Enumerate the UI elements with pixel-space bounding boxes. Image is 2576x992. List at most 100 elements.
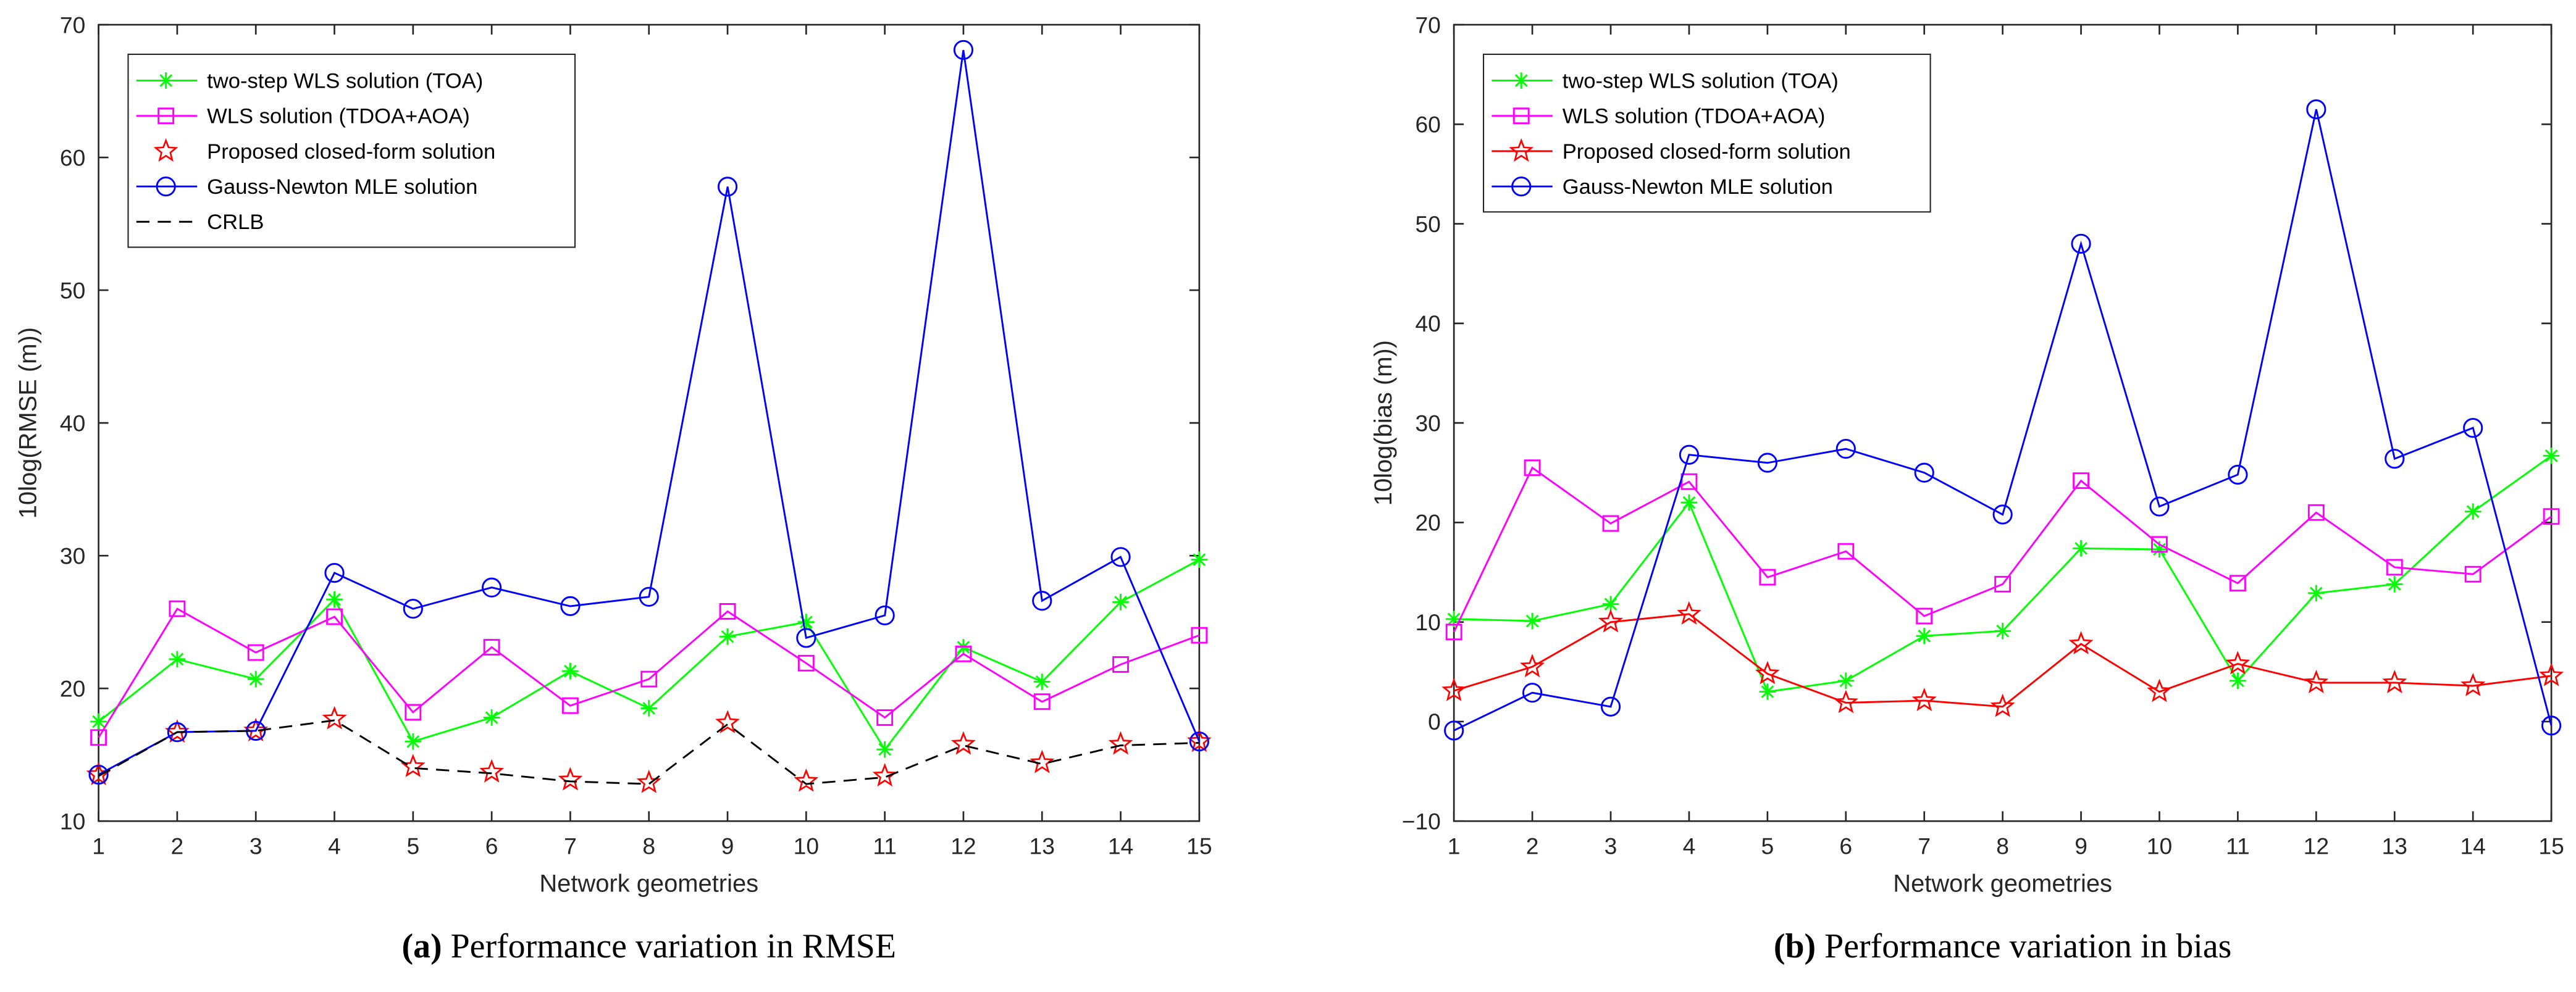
x-tick-label: 12 [2304,833,2329,859]
asterisk-marker [564,664,577,678]
x-tick-label: 13 [2382,833,2407,859]
legend-label: CRLB [207,210,264,234]
star-marker [1509,138,1534,162]
y-tick-label: 60 [60,144,85,170]
square-marker [2543,508,2560,525]
x-tick-label: 4 [1683,833,1696,859]
y-tick-label: 10 [1415,609,1440,635]
x-tick-label: 2 [1526,833,1539,859]
star-marker [2382,669,2407,694]
asterisk-marker [1839,674,1853,688]
square-marker [1759,569,1776,586]
square-marker [1602,515,1619,532]
x-tick-label: 6 [485,833,498,859]
star-marker [794,768,819,792]
square-marker [326,608,343,625]
star-marker [1990,693,2015,717]
asterisk-marker [2309,586,2323,600]
series-4 [98,719,1199,785]
asterisk-marker [721,630,734,643]
legend-item: Proposed closed-form solution [1491,138,1851,164]
circle-marker [167,722,188,743]
asterisk-marker [1918,629,1931,643]
legend-item: WLS solution (TDOA+AOA) [1491,105,1825,128]
chart-bias: 1 2 3 4 5 6 7 8 9 10 11 12 13 14 15−10010203040506070N… [1370,12,2564,965]
circle-marker [88,764,109,785]
x-tick-label: 11 [873,833,897,859]
x-tick-label: 5 [1761,833,1774,859]
circle-marker [1522,683,1543,703]
series-line [1453,109,2553,731]
circle-marker [1032,591,1052,611]
circle-marker [1992,504,2013,525]
square-marker [2307,504,2325,521]
asterisk-marker [878,743,891,756]
star-marker [479,759,505,783]
asterisk-marker [92,715,105,728]
y-tick-label: 0 [1428,709,1441,735]
y-tick-label: 20 [60,675,85,701]
star-marker [1030,749,1055,773]
circle-marker [2228,464,2248,485]
square-marker [1994,575,2012,593]
square-marker [876,709,894,726]
y-tick-label: 30 [60,543,85,569]
legend-item: Gauss-Newton MLE solution [136,175,477,199]
x-tick-label: 1 [92,833,105,859]
square-marker [2073,472,2089,490]
square-marker [1524,459,1541,477]
asterisk-marker [2388,578,2401,591]
square-marker [955,645,972,662]
legend-item: CRLB [136,210,264,234]
square-marker [483,639,500,656]
legend-item: Proposed closed-form solution [153,138,495,164]
asterisk-marker [2231,674,2244,688]
legend-label: Gauss-Newton MLE solution [207,175,477,199]
x-tick-label: 3 [1605,833,1617,859]
x-axis-label: Network geometries [1893,870,2112,898]
x-tick-label: 15 [2538,833,2564,859]
star-marker [1441,677,1467,701]
square-marker [1916,607,1933,625]
asterisk-marker [1996,624,2009,638]
x-tick-label: 11 [2226,833,2250,859]
circle-marker [2385,449,2405,469]
legend-label: WLS solution (TDOA+AOA) [207,105,470,128]
circle-marker [796,628,816,648]
asterisk-marker [1447,612,1461,626]
circle-marker [156,176,176,197]
star-marker [2539,662,2564,686]
legend: two-step WLS solution (TOA) WLS solution … [1482,53,1931,213]
asterisk-marker [1193,553,1206,566]
circle-marker [1836,438,1856,459]
asterisk-marker [2075,541,2087,555]
x-tick-label: 8 [1996,833,2009,859]
asterisk-marker [2545,449,2558,462]
caption: (b) Performance variation in bias [1774,927,2231,965]
circle-marker [2541,715,2562,736]
square-marker [2464,565,2482,583]
star-marker [2461,673,2486,696]
legend-label: two-step WLS solution (TOA) [1563,69,1839,93]
circle-marker [1189,731,1209,752]
star-marker [1108,731,1133,755]
series-line [98,49,1201,776]
circle-marker [2071,233,2091,254]
asterisk-marker [1604,598,1617,611]
x-tick-label: 9 [721,833,734,859]
x-tick-label: 6 [1839,833,1852,859]
square-marker [1512,107,1530,125]
star-marker [2147,678,2172,702]
circle-marker [482,577,502,598]
asterisk-marker [1682,496,1696,509]
asterisk-marker [799,615,813,629]
caption: (a) Performance variation in RMSE [402,927,896,965]
star-marker [1677,601,1701,625]
y-axis-label: 10log(bias (m)) [1370,340,1397,506]
square-marker [1445,623,1462,641]
asterisk-marker [170,652,184,666]
y-tick-label: 20 [1415,510,1440,536]
square-marker [2386,559,2403,576]
series-line [98,607,1200,738]
y-tick-label: 40 [60,410,85,436]
